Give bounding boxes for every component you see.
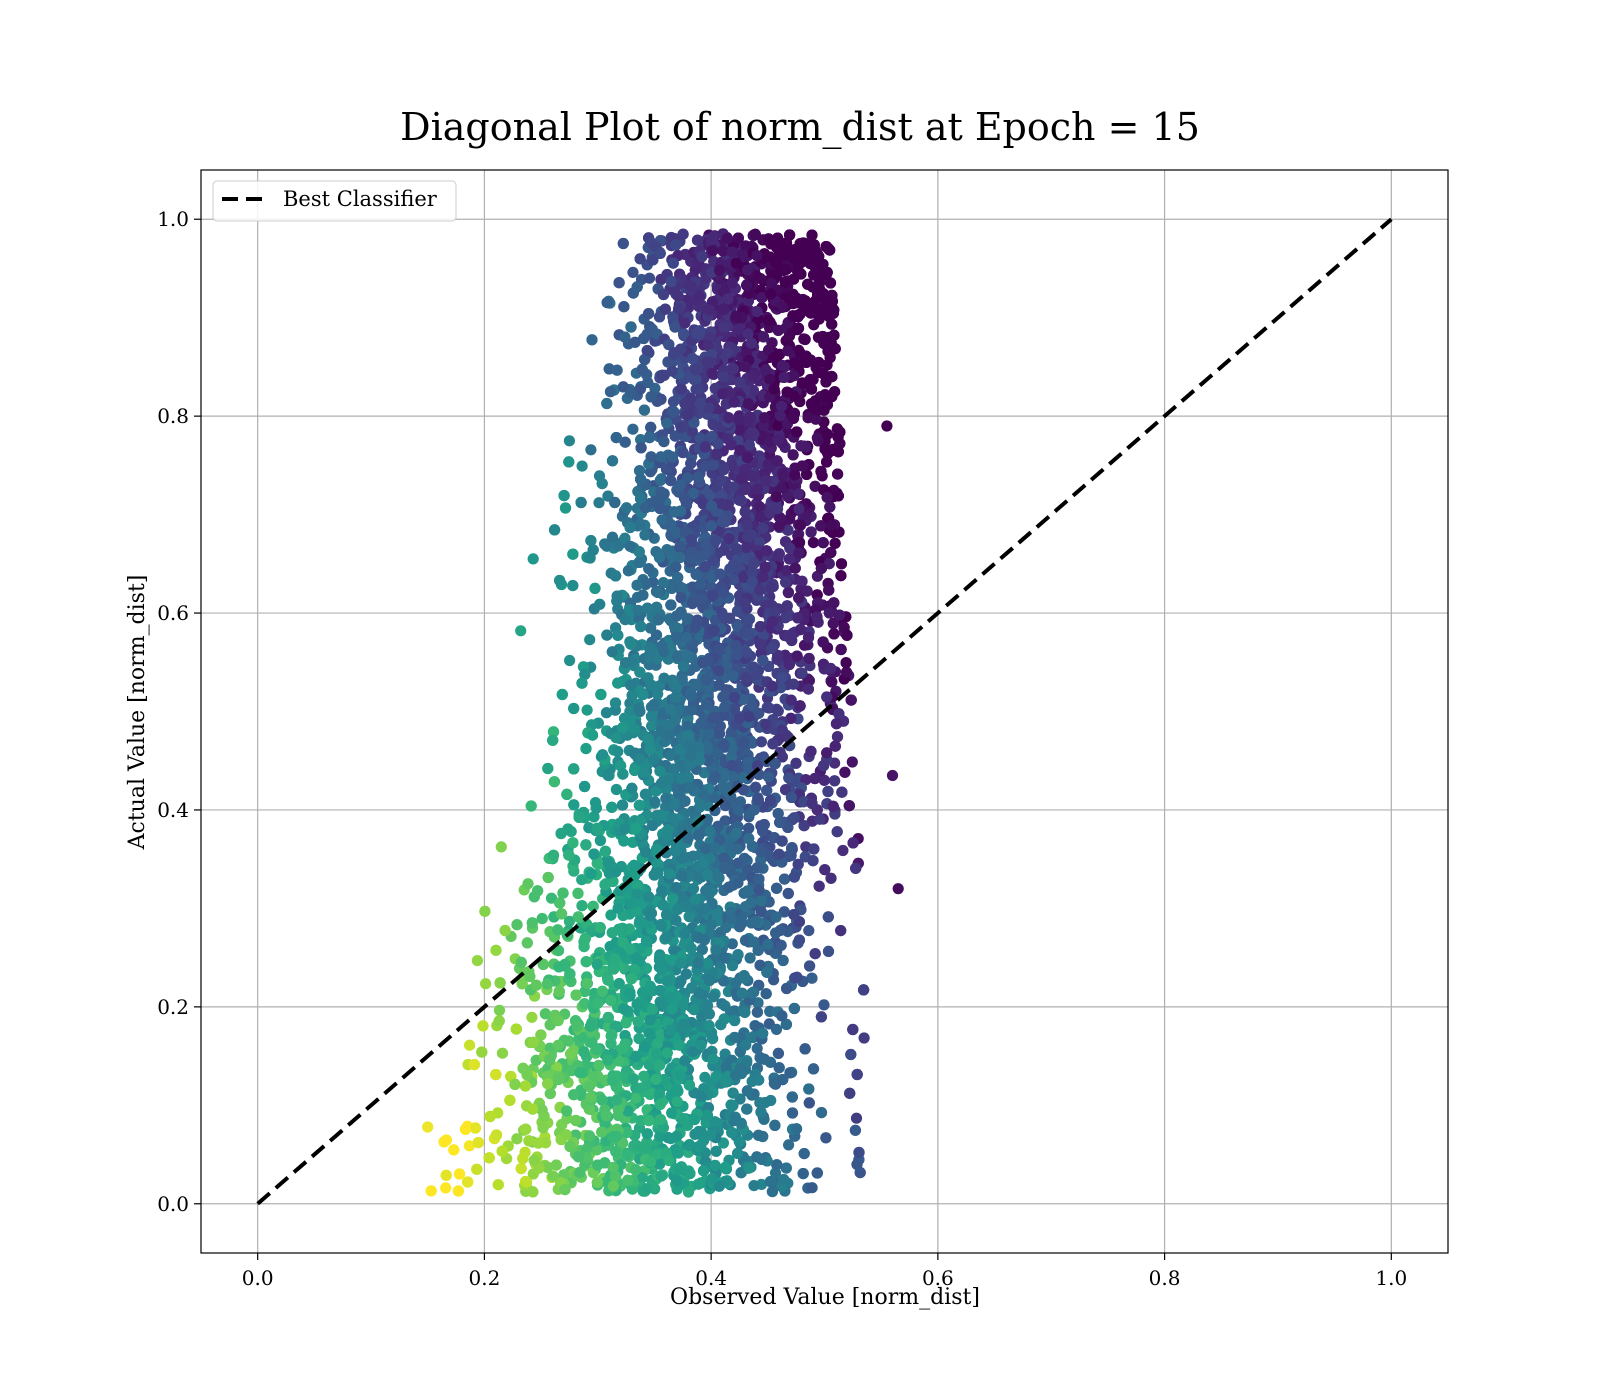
data-point: [493, 1004, 506, 1017]
data-point: [440, 1182, 452, 1194]
data-point: [480, 978, 492, 990]
data-point: [610, 783, 623, 796]
data-point: [840, 666, 853, 678]
data-point: [667, 396, 680, 408]
data-point: [545, 892, 558, 904]
data-point: [850, 1112, 863, 1124]
data-point: [635, 434, 647, 446]
data-point: [769, 1167, 782, 1179]
data-point: [581, 704, 593, 716]
data-point: [744, 952, 756, 964]
data-point: [770, 1023, 783, 1035]
data-point: [585, 444, 597, 456]
data-point: [463, 1140, 475, 1152]
data-point: [858, 1032, 870, 1044]
data-point: [818, 999, 830, 1011]
data-point: [846, 756, 858, 768]
data-point: [495, 841, 507, 853]
data-point: [755, 736, 768, 748]
data-point: [464, 1039, 476, 1051]
data-point: [496, 1047, 509, 1059]
data-point: [783, 1139, 795, 1151]
data-point: [627, 423, 639, 435]
data-point: [726, 938, 738, 950]
data-point: [748, 1180, 760, 1192]
data-point: [593, 497, 605, 509]
scatter-points: [422, 228, 904, 1198]
data-point: [807, 537, 820, 549]
data-point: [576, 874, 588, 886]
data-point: [584, 634, 596, 646]
data-point: [564, 654, 576, 667]
data-point: [837, 844, 849, 857]
data-point: [803, 925, 815, 937]
data-point: [627, 266, 639, 278]
data-point: [806, 1182, 818, 1194]
data-point: [576, 460, 588, 472]
data-point: [563, 915, 576, 928]
data-point: [751, 1042, 763, 1054]
data-point: [643, 272, 656, 284]
chart-title: Diagonal Plot of norm_dist at Epoch = 15: [400, 105, 1200, 150]
data-point: [471, 955, 483, 967]
data-point: [526, 1011, 538, 1023]
data-point: [522, 878, 534, 890]
